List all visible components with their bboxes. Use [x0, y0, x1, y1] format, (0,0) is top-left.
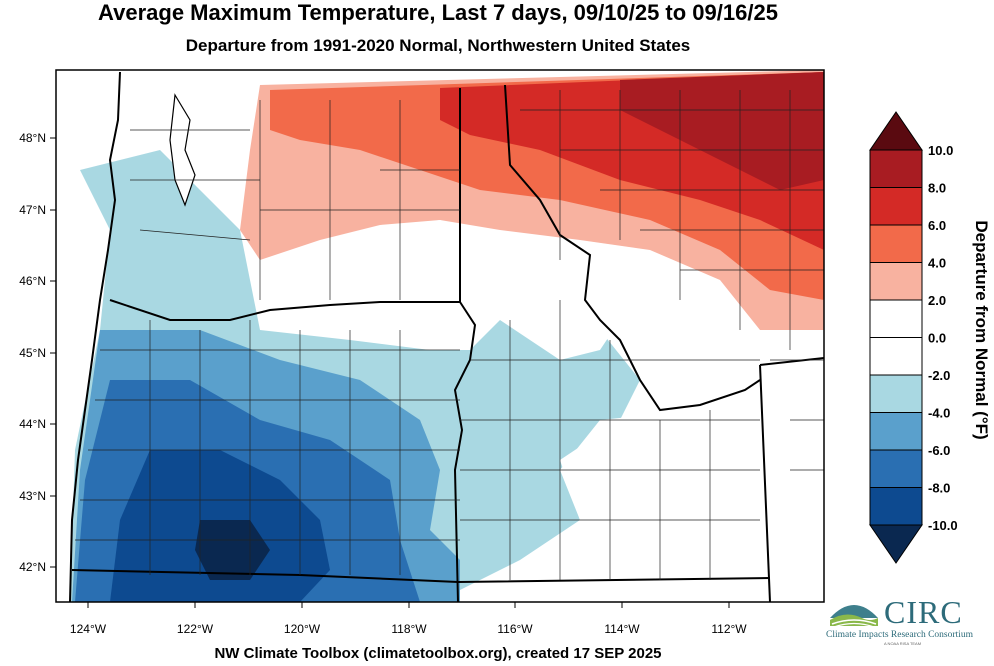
lon-label: 112°W: [711, 622, 747, 636]
colorbar-label: 0.0: [928, 331, 946, 346]
colorbar-max-triangle: [869, 111, 923, 151]
lat-label: 44°N: [19, 417, 46, 431]
coastline: [69, 71, 121, 602]
colorbar-segment: [869, 449, 923, 488]
colorbar-segment: [869, 374, 923, 413]
page-subtitle: Departure from 1991-2020 Normal, Northwe…: [185, 36, 691, 55]
page-title: Average Maximum Temperature, Last 7 days…: [98, 0, 778, 25]
colorbar-label: 8.0: [928, 181, 946, 196]
circ-logo: CIRC Climate Impacts Research Consortium…: [826, 592, 986, 648]
colorbar-label: -4.0: [928, 406, 950, 421]
footer-credit: NW Climate Toolbox (climatetoolbox.org),…: [214, 645, 662, 662]
lat-label: 42°N: [19, 560, 46, 574]
map-area: [56, 70, 824, 602]
colorbar-segment: [869, 337, 923, 376]
lat-label: 46°N: [19, 274, 46, 288]
colorbar-label: 10.0: [928, 143, 953, 158]
warm-anomaly-region: [240, 70, 824, 330]
logo-name: CIRC: [884, 594, 963, 630]
lon-label: 116°W: [497, 622, 533, 636]
colorbar-segment: [869, 262, 923, 301]
lon-label: 114°W: [604, 622, 640, 636]
map-border: [55, 69, 825, 603]
lon-label: 124°W: [70, 622, 107, 636]
lat-label: 45°N: [19, 346, 46, 360]
colorbar: 10.0 8.0 6.0 4.0 2.0 0.0 -2.0 -4.0 -6.0 -8.0 -10.0: [869, 111, 958, 564]
county-boundaries: [75, 90, 824, 580]
colorbar-segment: [869, 299, 923, 338]
neutral-region: [340, 220, 620, 360]
colorbar-label: -8.0: [928, 481, 950, 496]
colorbar-title: Departure from Normal (°F): [972, 220, 991, 439]
colorbar-label: -6.0: [928, 443, 950, 458]
colorbar-label: 2.0: [928, 293, 946, 308]
colorbar-segment: [869, 412, 923, 451]
lon-label: 118°W: [391, 622, 427, 636]
lon-label: 120°W: [284, 622, 321, 636]
lat-label: 43°N: [19, 489, 46, 503]
colorbar-segment: [869, 149, 923, 188]
colorbar-label: -10.0: [928, 518, 958, 533]
lon-label: 122°W: [177, 622, 214, 636]
latitude-axis: 48°N 47°N 46°N 45°N 44°N 43°N 42°N: [19, 131, 56, 574]
lat-label: 47°N: [19, 203, 46, 217]
logo-full-name: Climate Impacts Research Consortium: [826, 630, 973, 640]
lat-label: 48°N: [19, 131, 46, 145]
colorbar-label: -2.0: [928, 368, 950, 383]
colorbar-min-triangle: [869, 524, 923, 564]
circ-logo-icon: [830, 605, 878, 628]
state-boundaries: [71, 84, 824, 602]
colorbar-segment: [869, 487, 923, 526]
colorbar-segment: [869, 224, 923, 263]
colorbar-label: 6.0: [928, 218, 946, 233]
puget-sound: [169, 93, 196, 207]
colorbar-label: 4.0: [928, 256, 946, 271]
cool-anomaly-region: [70, 150, 640, 602]
colorbar-segment: [869, 187, 923, 226]
logo-tag: A NOAA RISA TEAM: [884, 641, 922, 646]
longitude-axis: 124°W 122°W 120°W 118°W 116°W 114°W 112°…: [70, 602, 747, 636]
